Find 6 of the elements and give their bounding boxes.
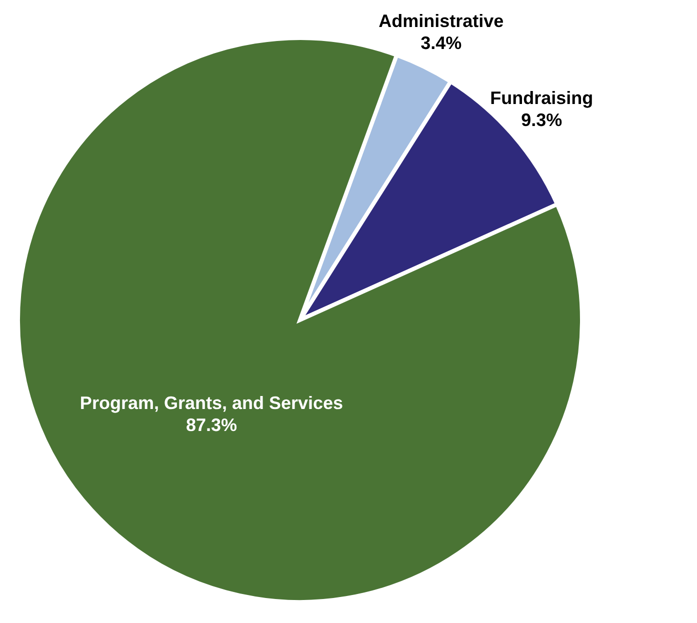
data-label: 9.3% — [521, 110, 562, 130]
slice-label: Administrative — [378, 10, 504, 31]
slice-label: Fundraising — [490, 88, 594, 108]
data-label: 3.4% — [420, 32, 462, 53]
slice-label: Program, Grants, and Services — [80, 393, 344, 414]
data-label: 87.3% — [186, 415, 238, 436]
